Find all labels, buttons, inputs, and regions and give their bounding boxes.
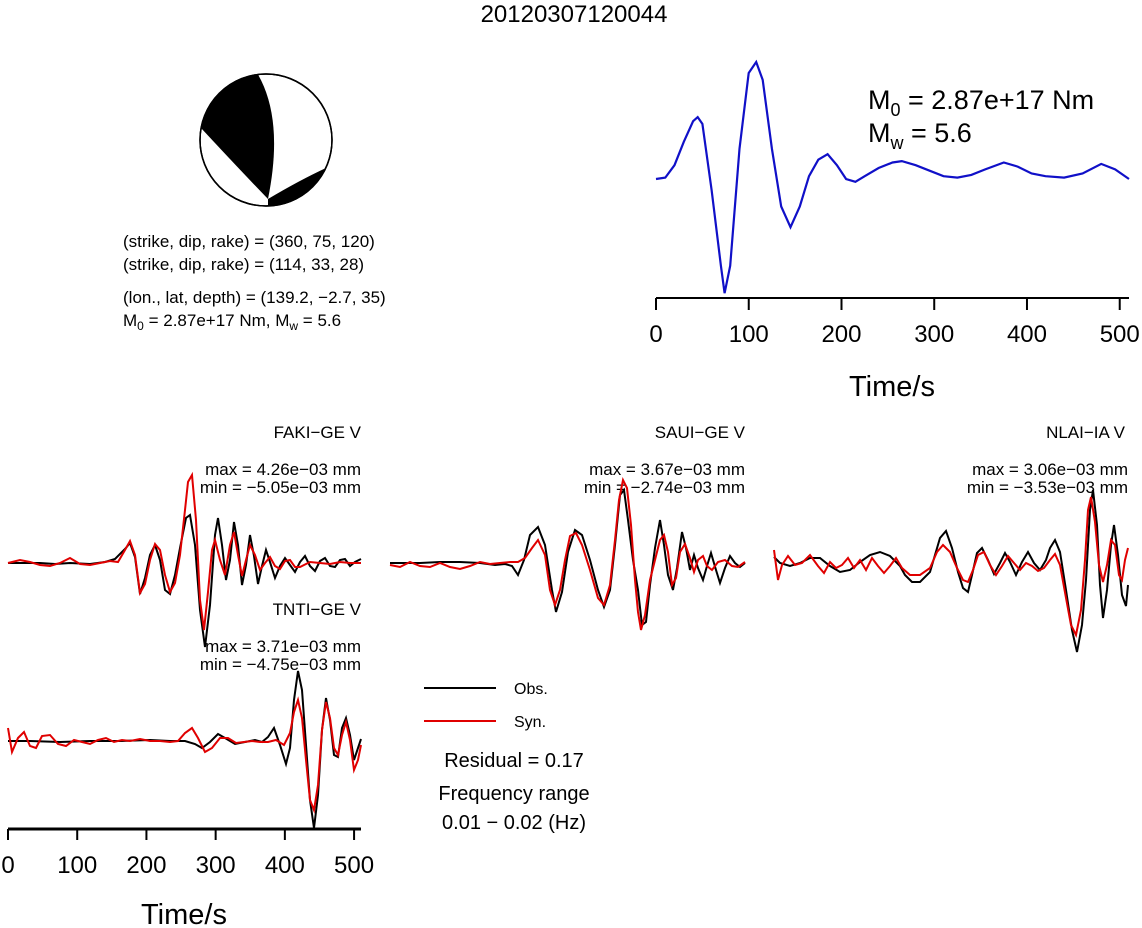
stf-m0-value: = 2.87e+17 Nm <box>901 85 1095 115</box>
stf-tick-label-500: 500 <box>1100 321 1140 348</box>
tnti-tick-label-100: 100 <box>57 852 97 879</box>
stf-curve <box>655 59 1130 294</box>
residual-text: Residual = 0.17 <box>444 750 584 772</box>
frequency-range-title: Frequency range <box>438 783 589 805</box>
saui-synthetic-trace <box>389 476 746 631</box>
tnti-tick-label-300: 300 <box>196 852 236 879</box>
stf-mw-label: Mw = 5.6 <box>868 118 972 153</box>
station-max: max = 3.67e−03 mm <box>589 460 745 479</box>
plane1-text: (strike, dip, rake) = (360, 75, 120) <box>123 232 375 251</box>
station-max: max = 4.26e−03 mm <box>205 460 361 479</box>
stf-tick-label-400: 400 <box>1007 321 1047 348</box>
figure-title: 20120307120044 <box>481 1 668 28</box>
station-min: min = −2.74e−03 mm <box>584 478 745 497</box>
station-min: min = −5.05e−03 mm <box>200 478 361 497</box>
station-max: max = 3.71e−03 mm <box>205 637 361 656</box>
stf-tick-label-0: 0 <box>649 321 662 348</box>
tnti-observed-trace <box>8 670 362 829</box>
station-min: min = −4.75e−03 mm <box>200 655 361 674</box>
stf-mw-value: = 5.6 <box>904 118 972 148</box>
moment-mw-value: = 5.6 <box>298 311 341 330</box>
location-text: (lon., lat, depth) = (139.2, −2.7, 35) <box>123 288 386 307</box>
station-panel-tnti: TNTI−GE V max = 3.71e−03 mm min = −4.75e… <box>1 600 374 928</box>
legend-obs-label: Obs. <box>514 681 548 698</box>
frequency-range-value: 0.01 − 0.02 (Hz) <box>442 812 586 834</box>
stf-x-axis-title: Time/s <box>849 371 935 403</box>
tnti-tick-label-400: 400 <box>265 852 305 879</box>
focal-mechanism-beachball <box>199 73 333 207</box>
tnti-tick-label-500: 500 <box>334 852 374 879</box>
saui-observed-trace <box>390 487 746 627</box>
tnti-synthetic-trace <box>7 696 362 814</box>
tnti-tick-label-200: 200 <box>126 852 166 879</box>
stf-x-axis: 0 100 200 300 400 500 <box>649 297 1140 348</box>
stf-tick-label-300: 300 <box>914 321 954 348</box>
tnti-x-axis-title: Time/s <box>141 899 227 928</box>
faki-observed-trace <box>8 513 362 648</box>
nlai-observed-trace <box>773 489 1129 653</box>
tnti-tick-label-0: 0 <box>1 852 14 879</box>
beachball-outline-top <box>199 73 333 207</box>
station-label: TNTI−GE V <box>273 600 362 619</box>
legend: Obs. Syn. Residual = 0.17 Frequency rang… <box>424 681 590 834</box>
station-panel-faki: FAKI−GE V max = 4.26e−03 mm min = −5.05e… <box>7 423 362 648</box>
beachball-compressional-quadrant-2 <box>268 168 326 206</box>
station-label: NLAI−IA V <box>1046 423 1126 442</box>
stf-m0-label: M0 = 2.87e+17 Nm <box>868 85 1094 120</box>
nlai-synthetic-trace <box>773 496 1129 639</box>
station-min: min = −3.53e−03 mm <box>967 478 1128 497</box>
legend-syn-label: Syn. <box>514 714 546 731</box>
moment-m0-value: = 2.87e+17 Nm, <box>144 311 275 330</box>
station-label: FAKI−GE V <box>274 423 362 442</box>
faki-synthetic-trace <box>7 471 361 631</box>
plane2-text: (strike, dip, rake) = (114, 33, 28) <box>123 255 364 274</box>
station-panel-saui: SAUI−GE V max = 3.67e−03 mm min = −2.74e… <box>389 423 746 631</box>
beachball-compressional-quadrant-1 <box>201 74 275 199</box>
mechanism-info: (strike, dip, rake) = (360, 75, 120) (st… <box>123 232 386 333</box>
stf-plot: M0 = 2.87e+17 Nm Mw = 5.6 0 100 200 300 400 5… <box>649 59 1140 403</box>
stf-tick-label-100: 100 <box>729 321 769 348</box>
station-panel-nlai: NLAI−IA V max = 3.06e−03 mm min = −3.53e… <box>773 423 1129 653</box>
station-max: max = 3.06e−03 mm <box>972 460 1128 479</box>
tnti-x-axis: 0 100 200 300 400 500 <box>1 827 374 879</box>
moment-text: M0 = 2.87e+17 Nm, Mw = 5.6 <box>123 311 341 333</box>
stf-tick-label-200: 200 <box>821 321 861 348</box>
station-label: SAUI−GE V <box>655 423 746 442</box>
